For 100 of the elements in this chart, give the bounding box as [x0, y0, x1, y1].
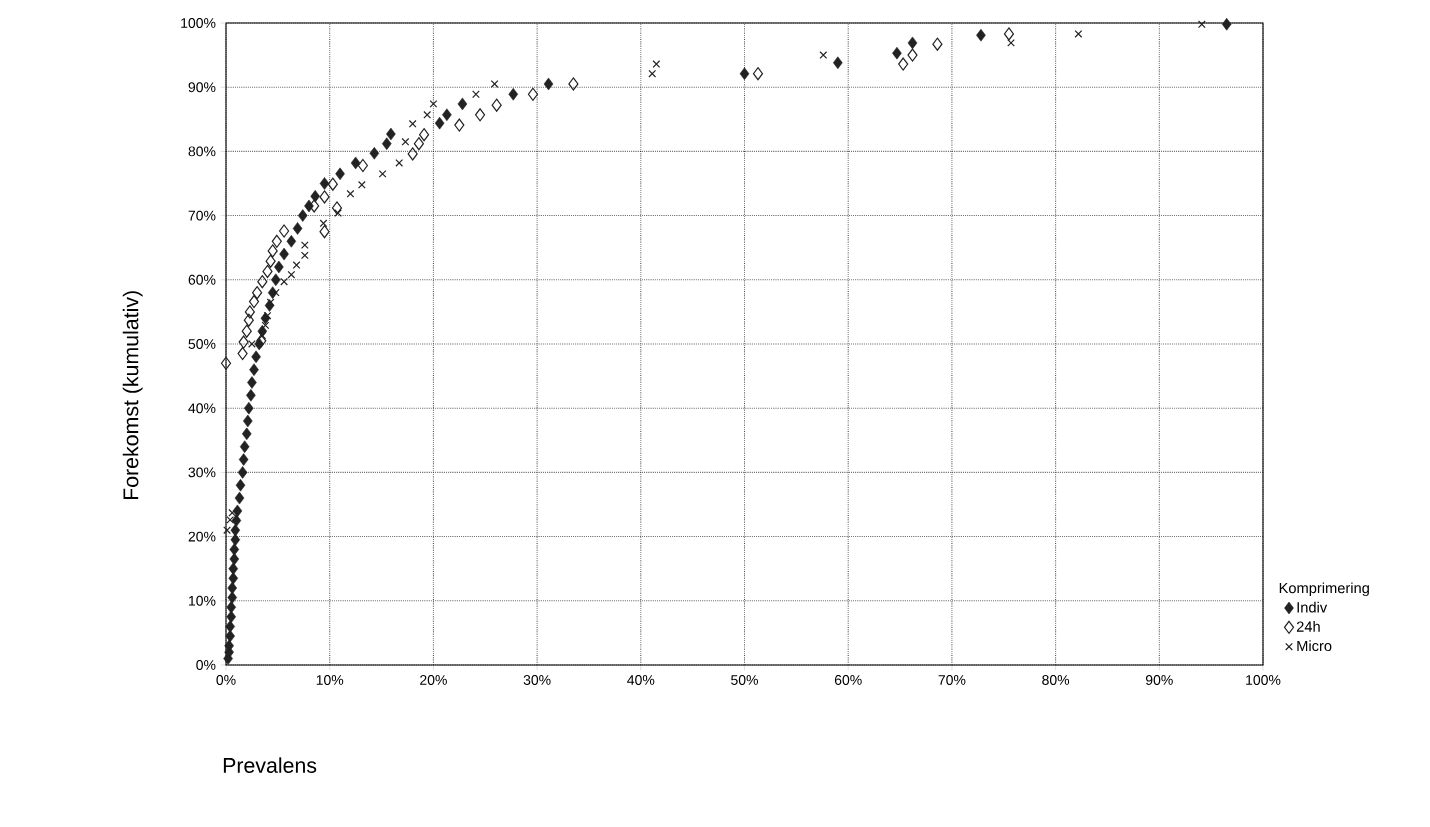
point	[230, 523, 241, 537]
point	[239, 440, 250, 453]
x-tick-label: 80%	[1042, 675, 1070, 685]
point	[378, 169, 387, 178]
point	[241, 324, 252, 338]
point	[247, 376, 257, 389]
point	[237, 466, 248, 479]
point	[395, 159, 404, 167]
point	[249, 363, 259, 376]
point	[241, 427, 252, 441]
y-axis-title: Forekomst (kumulativ)	[122, 291, 143, 500]
point	[271, 234, 282, 248]
point	[278, 224, 290, 238]
point	[648, 69, 657, 78]
point	[226, 610, 236, 624]
x-tick-label: 60%	[834, 675, 862, 685]
point	[258, 331, 267, 340]
point	[228, 562, 239, 575]
point	[292, 222, 303, 235]
point	[457, 97, 468, 111]
point	[280, 277, 288, 286]
y-tick-label: 30%	[188, 467, 216, 478]
point	[442, 108, 452, 122]
point	[220, 356, 232, 370]
point	[434, 116, 445, 130]
legend-title: Komprimering	[1279, 582, 1369, 597]
point	[257, 275, 268, 289]
point	[907, 36, 918, 50]
point	[319, 190, 330, 204]
point	[300, 241, 309, 250]
point	[491, 98, 502, 112]
point	[279, 247, 289, 261]
point	[227, 591, 237, 604]
point	[292, 261, 301, 269]
point	[310, 190, 320, 203]
point	[907, 48, 918, 62]
point	[543, 77, 554, 91]
point	[346, 189, 355, 198]
y-tick-label: 70%	[188, 210, 216, 221]
point	[238, 335, 249, 349]
point	[898, 57, 909, 71]
point	[472, 90, 480, 99]
point	[331, 201, 343, 215]
point	[1197, 20, 1206, 29]
point	[429, 99, 438, 108]
point	[413, 137, 424, 151]
point	[309, 199, 320, 213]
point	[261, 321, 270, 330]
y-tick-label: 40%	[188, 403, 216, 414]
point	[286, 235, 297, 248]
point	[1221, 18, 1232, 31]
point	[227, 581, 237, 595]
x-tick-label: 90%	[1145, 675, 1173, 685]
point	[287, 270, 296, 279]
point	[234, 491, 245, 505]
point	[568, 77, 579, 91]
x-tick-label: 40%	[627, 675, 655, 685]
y-tick-label: 80%	[188, 146, 216, 157]
y-tick-label: 0%	[196, 660, 216, 670]
point	[243, 313, 254, 327]
x-axis-title: Prevalens	[223, 757, 317, 773]
point	[418, 128, 430, 142]
point	[235, 478, 246, 492]
point	[252, 286, 263, 300]
x-tick-label: 30%	[523, 675, 551, 685]
point	[527, 87, 539, 101]
point	[892, 46, 902, 60]
point	[407, 147, 418, 161]
point	[248, 295, 260, 309]
point	[508, 87, 519, 101]
point	[237, 347, 248, 361]
point	[401, 137, 410, 146]
y-tick-label: 90%	[188, 82, 216, 93]
point	[490, 80, 499, 88]
point	[262, 264, 273, 279]
point	[334, 209, 342, 217]
point	[265, 254, 276, 268]
point	[263, 311, 272, 320]
point	[423, 110, 432, 119]
point	[228, 508, 237, 517]
point	[248, 340, 256, 348]
point	[335, 167, 345, 181]
legend-label: 24h	[1296, 621, 1320, 632]
y-tick-label: 20%	[188, 531, 216, 542]
point	[932, 37, 943, 51]
point	[300, 251, 309, 260]
point	[267, 244, 278, 258]
point	[454, 118, 465, 132]
point	[408, 119, 417, 128]
point	[381, 137, 392, 150]
point	[474, 108, 486, 122]
point	[739, 67, 750, 80]
point	[297, 209, 308, 222]
point	[251, 350, 261, 364]
point	[244, 305, 255, 319]
point	[833, 56, 843, 70]
point	[225, 629, 235, 643]
point	[319, 177, 330, 190]
x-tick-label: 100%	[1246, 675, 1281, 685]
legend-label: Indiv	[1297, 601, 1328, 613]
